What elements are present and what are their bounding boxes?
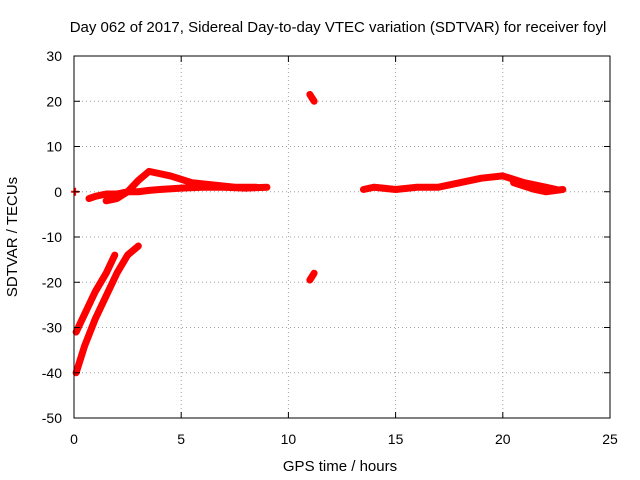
series-arc-8 [510,179,567,196]
series-arc-3 [72,251,119,336]
y-tick-label: -10 [42,229,62,245]
x-axis-label: GPS time / hours [283,458,397,475]
x-tick-label: 10 [281,431,297,447]
grid [74,56,610,418]
y-axis-label: SDTVAR / TECUs [4,177,21,297]
y-tick-label: 30 [46,48,62,64]
y-tick-label: -20 [42,274,62,290]
data-series [71,90,567,377]
y-tick-label: -40 [42,365,62,381]
x-tick-label: 20 [495,431,511,447]
x-axis-ticks: 0 5 10 15 20 25 [70,56,618,447]
y-tick-label: 0 [54,184,62,200]
x-tick-label: 0 [70,431,78,447]
chart-title: Day 062 of 2017, Sidereal Day-to-day VTE… [70,19,607,36]
series-arc-6 [306,269,318,284]
y-tick-label: -50 [42,410,62,426]
y-tick-label: -30 [42,320,62,336]
x-tick-label: 15 [388,431,404,447]
series-arc-7 [359,172,560,193]
series-arc-2 [102,167,260,205]
series-arc-5 [306,90,318,105]
x-tick-label: 5 [177,431,185,447]
y-tick-label: 10 [46,139,62,155]
y-axis-ticks: -50 -40 -30 -20 -10 0 10 20 30 [42,48,610,426]
series-arc-4 [72,242,142,377]
x-tick-label: 25 [602,431,618,447]
y-tick-label: 20 [46,93,62,109]
